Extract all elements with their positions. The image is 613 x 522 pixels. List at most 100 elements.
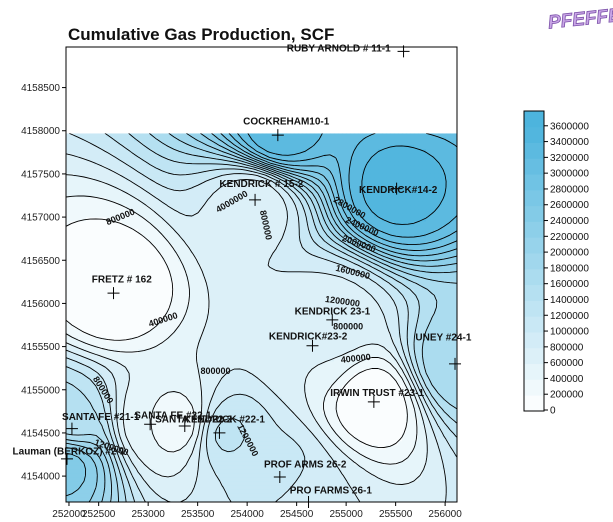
contour-cell (90, 249, 95, 254)
contour-cell (222, 241, 227, 246)
contour-cell (94, 281, 99, 286)
contour-cell (410, 305, 415, 310)
contour-cell (142, 281, 147, 286)
contour-cell (282, 133, 287, 138)
contour-cell (434, 145, 439, 150)
contour-cell (98, 261, 103, 266)
contour-cell (262, 165, 267, 170)
contour-cell (418, 277, 423, 282)
contour-cell (450, 177, 455, 182)
contour-cell (86, 189, 91, 194)
contour-cell (402, 217, 407, 222)
contour-cell (262, 233, 267, 238)
contour-cell (454, 153, 457, 158)
contour-cell (390, 161, 395, 166)
contour-cell (378, 329, 383, 334)
contour-cell (306, 181, 311, 186)
contour-cell (262, 305, 267, 310)
contour-cell (398, 265, 403, 270)
contour-cell (106, 225, 111, 230)
contour-cell (222, 165, 227, 170)
contour-cell (82, 285, 87, 290)
contour-cell (402, 257, 407, 262)
contour-cell (450, 313, 455, 318)
contour-cell (130, 169, 135, 174)
contour-cell (442, 333, 447, 338)
contour-cell (114, 309, 119, 314)
contour-cell (186, 229, 191, 234)
contour-cell (290, 217, 295, 222)
contour-cell (354, 229, 359, 234)
contour-cell (406, 281, 411, 286)
contour-cell (302, 257, 307, 262)
contour-cell (270, 265, 275, 270)
contour-cell (218, 273, 223, 278)
contour-cell (402, 269, 407, 274)
contour-cell (358, 197, 363, 202)
contour-cell (222, 137, 227, 142)
contour-cell (418, 333, 423, 338)
contour-cell (286, 309, 291, 314)
contour-cell (94, 297, 99, 302)
contour-cell (130, 177, 135, 182)
contour-cell (358, 273, 363, 278)
contour-cell (250, 201, 255, 206)
contour-cell (102, 137, 107, 142)
contour-cell (278, 329, 283, 334)
contour-cell (386, 241, 391, 246)
contour-cell (430, 221, 435, 226)
contour-cell (370, 289, 375, 294)
contour-cell (398, 225, 403, 230)
contour-cell (86, 257, 91, 262)
contour-cell (202, 189, 207, 194)
contour-cell (246, 145, 251, 150)
contour-cell (302, 285, 307, 290)
contour-cell (90, 277, 95, 282)
contour-cell (266, 281, 271, 286)
contour-cell (262, 277, 267, 282)
contour-cell (434, 153, 439, 158)
contour-cell (154, 329, 159, 334)
contour-cell (162, 229, 167, 234)
contour-cell (430, 141, 435, 146)
contour-cell (410, 249, 415, 254)
contour-cell (294, 181, 299, 186)
contour-cell (202, 157, 207, 162)
contour-cell (166, 153, 171, 158)
contour-cell (402, 177, 407, 182)
contour-cell (178, 181, 183, 186)
contour-cell (122, 305, 127, 310)
contour-cell (274, 249, 279, 254)
contour-cell (158, 185, 163, 190)
contour-cell (406, 241, 411, 246)
contour-cell (102, 253, 107, 258)
contour-cell (302, 161, 307, 166)
contour-cell (290, 329, 295, 334)
contour-cell (126, 277, 131, 282)
contour-cell (350, 281, 355, 286)
contour-cell (306, 145, 311, 150)
contour-cell (170, 241, 175, 246)
contour-cell (362, 221, 367, 226)
contour-cell (450, 173, 455, 178)
contour-cell (382, 297, 387, 302)
contour-cell (274, 177, 279, 182)
contour-cell (446, 189, 451, 194)
contour-cell (414, 313, 419, 318)
contour-cell (322, 297, 327, 302)
contour-cell (426, 193, 431, 198)
contour-cell (426, 257, 431, 262)
contour-cell (66, 137, 71, 142)
contour-cell (110, 309, 115, 314)
contour-cell (294, 329, 299, 334)
contour-cell (134, 201, 139, 206)
contour-cell (66, 177, 71, 182)
contour-cell (194, 281, 199, 286)
contour-cell (394, 169, 399, 174)
contour-cell (226, 157, 231, 162)
contour-cell (446, 197, 451, 202)
contour-cell (130, 301, 135, 306)
contour-cell (190, 297, 195, 302)
contour-cell (398, 181, 403, 186)
contour-cell (202, 253, 207, 258)
